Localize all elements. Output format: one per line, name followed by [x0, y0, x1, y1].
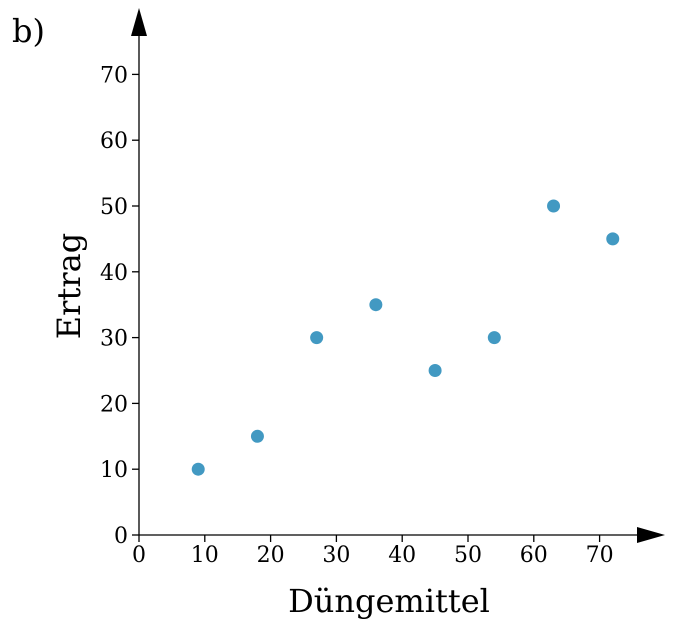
- y-tick-label: 50: [100, 195, 128, 220]
- data-point: [547, 199, 561, 213]
- data-point: [250, 429, 264, 443]
- x-tick-label: 0: [132, 543, 146, 568]
- data-point: [487, 331, 501, 345]
- x-axis-title: Düngemittel: [288, 582, 490, 620]
- x-ticks: 0 10 20 30 40 50 60 70: [132, 535, 614, 568]
- y-tick-label: 60: [100, 129, 128, 154]
- y-tick-label: 70: [100, 63, 128, 88]
- x-tick-label: 20: [257, 543, 285, 568]
- x-tick-label: 30: [322, 543, 350, 568]
- y-tick-label: 10: [100, 458, 128, 483]
- y-tick-label: 30: [100, 327, 128, 352]
- y-axis-title: Ertrag: [50, 233, 88, 339]
- x-tick-label: 40: [388, 543, 416, 568]
- x-axis-arrow: [637, 527, 665, 543]
- y-ticks: 0 10 20 30 40 50 60 70: [100, 63, 139, 549]
- y-tick-label: 0: [114, 524, 128, 549]
- y-tick-label: 40: [100, 261, 128, 286]
- x-tick-label: 50: [454, 543, 482, 568]
- data-point: [310, 331, 324, 345]
- data-point: [191, 462, 205, 476]
- x-tick-label: 60: [520, 543, 548, 568]
- data-point: [606, 232, 620, 246]
- x-tick-label: 10: [191, 543, 219, 568]
- y-tick-label: 20: [100, 392, 128, 417]
- panel-label: b): [12, 12, 45, 50]
- data-points: [191, 199, 620, 476]
- data-point: [369, 298, 383, 312]
- y-axis-arrow: [131, 8, 147, 36]
- x-tick-label: 70: [586, 543, 614, 568]
- data-point: [428, 364, 442, 377]
